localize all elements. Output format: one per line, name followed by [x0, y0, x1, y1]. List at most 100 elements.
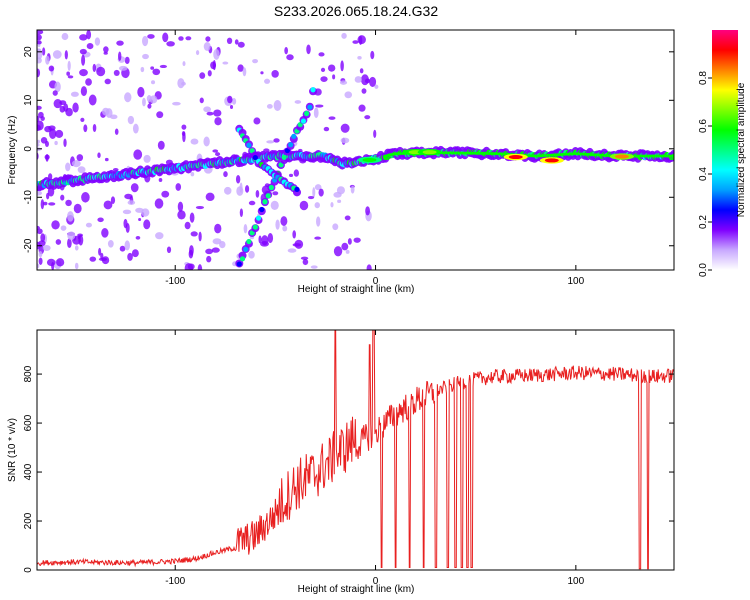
noise-speckle: [203, 42, 211, 51]
colorbar-label: Normalized spectral amplitude: [736, 82, 747, 217]
noise-speckle: [143, 219, 151, 230]
ridge-core: [243, 246, 249, 252]
noise-speckle: [101, 256, 110, 265]
noise-speckle: [214, 117, 222, 126]
noise-speckle: [76, 154, 84, 162]
noise-speckle: [127, 252, 133, 261]
x-tick-label: -100: [165, 576, 185, 587]
noise-speckle: [252, 59, 259, 64]
noise-speckle: [61, 32, 69, 41]
noise-speckle: [312, 187, 316, 198]
noise-speckle: [66, 71, 71, 76]
noise-speckle: [79, 34, 88, 41]
noise-speckle: [306, 44, 311, 55]
snr-ylabel: SNR (10 * v/v): [7, 418, 18, 482]
x-tick-label: 0: [373, 276, 379, 287]
noise-speckle: [213, 109, 222, 117]
noise-speckle: [260, 71, 264, 75]
noise-speckle: [55, 129, 64, 138]
noise-speckle: [37, 263, 40, 269]
spectrogram-blobs: [37, 30, 674, 270]
noise-speckle: [215, 152, 221, 157]
noise-speckle: [37, 40, 42, 45]
noise-speckle: [74, 245, 79, 251]
noise-speckle: [288, 173, 294, 178]
noise-speckle: [40, 233, 46, 242]
noise-speckle: [239, 182, 243, 193]
noise-speckle: [113, 69, 120, 76]
noise-speckle: [177, 78, 185, 89]
noise-speckle: [161, 190, 170, 198]
y-tick-label: 0: [23, 567, 34, 573]
noise-speckle: [314, 202, 320, 209]
noise-speckle: [135, 207, 144, 213]
noise-speckle: [212, 149, 219, 153]
noise-speckle: [38, 257, 43, 265]
noise-speckle: [315, 104, 324, 108]
noise-speckle: [107, 240, 114, 248]
colorbar-tick-label: 0.4: [698, 167, 709, 181]
hotspot: [422, 150, 437, 155]
noise-speckle: [92, 63, 97, 73]
noise-speckle: [138, 217, 142, 222]
noise-speckle: [37, 143, 40, 147]
noise-speckle: [37, 57, 42, 64]
noise-speckle: [86, 42, 94, 50]
noise-speckle: [357, 55, 362, 60]
ridge-core: [252, 224, 258, 230]
noise-speckle: [63, 138, 67, 148]
noise-speckle: [152, 68, 161, 76]
noise-speckle: [140, 66, 145, 73]
noise-speckle: [65, 162, 71, 172]
noise-speckle: [273, 138, 280, 143]
noise-speckle: [341, 242, 349, 251]
noise-speckle: [38, 250, 43, 258]
ridge-core: [294, 186, 300, 192]
noise-speckle: [80, 86, 88, 97]
noise-speckle: [177, 210, 186, 220]
noise-speckle: [294, 239, 304, 249]
noise-speckle: [370, 50, 375, 60]
noise-speckle: [37, 105, 42, 110]
noise-speckle: [162, 32, 169, 43]
noise-speckle: [85, 222, 92, 228]
noise-speckle: [54, 140, 58, 146]
noise-speckle: [96, 66, 106, 77]
noise-speckle: [181, 81, 186, 86]
noise-speckle: [260, 241, 269, 247]
noise-speckle: [143, 154, 151, 163]
noise-speckle: [307, 195, 315, 200]
noise-speckle: [184, 221, 191, 230]
noise-speckle: [65, 107, 73, 117]
noise-speckle: [110, 196, 116, 205]
noise-speckle: [245, 185, 250, 193]
noise-speckle: [124, 240, 130, 251]
noise-speckle: [243, 223, 248, 234]
noise-speckle: [124, 92, 132, 103]
noise-speckle: [142, 97, 146, 107]
noise-speckle: [340, 123, 350, 133]
noise-speckle: [70, 91, 79, 97]
spectrogram-xlabel: Height of straight line (km): [298, 284, 415, 295]
colorbar-ticks: 0.0 0.2 0.4 0.6 0.8: [698, 71, 712, 277]
noise-speckle: [344, 91, 353, 99]
noise-speckle: [205, 192, 215, 202]
noise-speckle: [237, 41, 245, 48]
noise-speckle: [203, 136, 210, 147]
noise-speckle: [101, 228, 109, 238]
hotspot: [508, 155, 523, 160]
noise-speckle: [67, 211, 74, 222]
noise-speckle: [56, 258, 65, 267]
colorbar-bar: [712, 30, 738, 270]
noise-speckle: [195, 205, 205, 210]
noise-speckle: [189, 212, 195, 223]
noise-speckle: [332, 74, 336, 80]
noise-speckle: [188, 249, 194, 259]
noise-speckle: [175, 183, 182, 191]
noise-speckle: [81, 192, 90, 203]
noise-speckle: [97, 152, 101, 159]
noise-speckle: [199, 97, 204, 104]
noise-speckle: [118, 51, 122, 62]
noise-speckle: [40, 136, 48, 144]
noise-speckle: [320, 67, 326, 72]
